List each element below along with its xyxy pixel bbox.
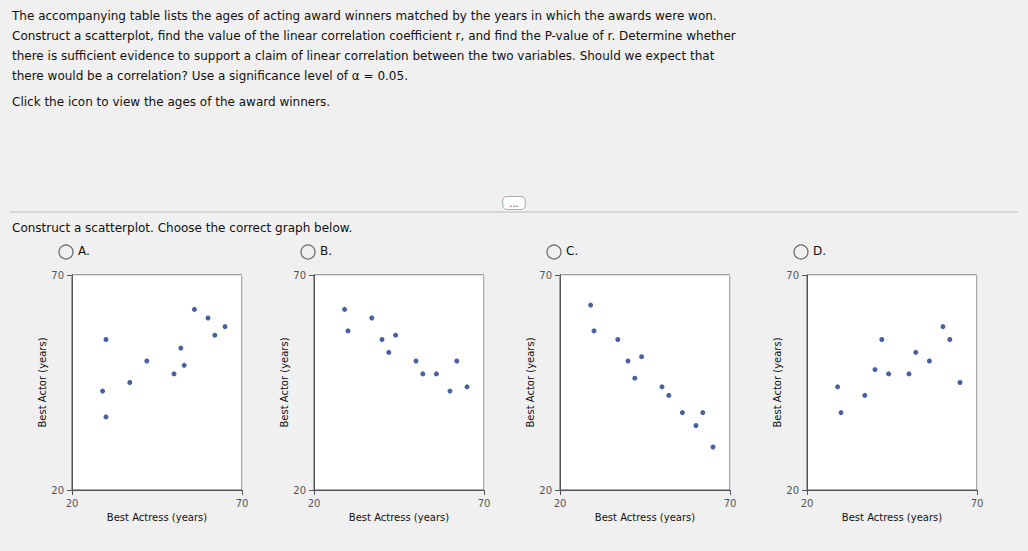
svg-text:Click the icon to view the age: Click the icon to view the ages of the a…	[12, 95, 330, 109]
svg-text:The accompanying table lists t: The accompanying table lists the ages of…	[11, 9, 717, 23]
svg-text:70: 70	[236, 498, 249, 509]
svg-text:Best Actor (years): Best Actor (years)	[772, 337, 783, 427]
svg-text:20: 20	[554, 498, 567, 509]
svg-text:B.: B.	[320, 244, 332, 258]
svg-text:20: 20	[801, 498, 814, 509]
svg-text:70: 70	[51, 270, 64, 281]
svg-text:Best Actress (years): Best Actress (years)	[842, 512, 942, 523]
svg-text:there is sufficient evidence t: there is sufficient evidence to support …	[12, 49, 715, 63]
svg-text:there would be a correlation?: there would be a correlation? Use a sign…	[12, 69, 408, 83]
svg-text:70: 70	[293, 270, 306, 281]
svg-text:Best Actor (years): Best Actor (years)	[279, 337, 290, 427]
svg-text:Best Actress (years): Best Actress (years)	[349, 512, 449, 523]
svg-text:70: 70	[478, 498, 491, 509]
svg-text:70: 70	[539, 270, 552, 281]
svg-text:Construct a scatterplot, find: Construct a scatterplot, find the value …	[12, 29, 736, 43]
svg-text:20: 20	[66, 498, 79, 509]
svg-text:70: 70	[971, 498, 984, 509]
svg-text:Best Actress (years): Best Actress (years)	[595, 512, 695, 523]
svg-text:Best Actress (years): Best Actress (years)	[107, 512, 207, 523]
svg-text:20: 20	[539, 485, 552, 496]
svg-text:...: ...	[509, 198, 519, 209]
svg-text:20: 20	[786, 485, 799, 496]
svg-text:Best Actor (years): Best Actor (years)	[525, 337, 536, 427]
svg-text:Best Actor (years): Best Actor (years)	[37, 337, 48, 427]
svg-text:20: 20	[308, 498, 321, 509]
svg-text:20: 20	[293, 485, 306, 496]
svg-text:70: 70	[724, 498, 737, 509]
svg-text:20: 20	[51, 485, 64, 496]
svg-text:C.: C.	[566, 244, 578, 258]
svg-text:Construct a scatterplot. Choos: Construct a scatterplot. Choose the corr…	[12, 221, 352, 235]
svg-text:A.: A.	[78, 244, 90, 258]
svg-text:70: 70	[786, 270, 799, 281]
svg-text:D.: D.	[813, 244, 826, 258]
